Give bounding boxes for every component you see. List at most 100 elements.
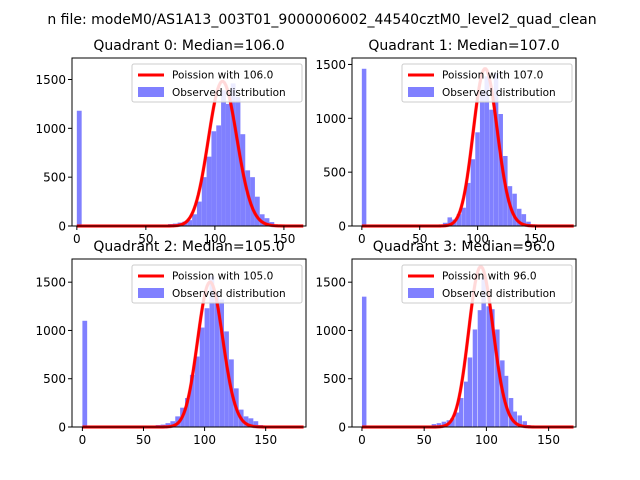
histogram-bar	[361, 296, 367, 427]
histogram-bar	[219, 299, 225, 427]
histogram-bar	[254, 196, 260, 226]
figure-suptitle: n file: modeM0/AS1A13_003T01_9000006002_…	[47, 12, 597, 28]
x-tick-label: 50	[136, 433, 151, 447]
histogram-bar	[466, 182, 471, 226]
y-tick-label: 1000	[35, 324, 66, 338]
axes-frame	[351, 57, 577, 227]
histogram-bar	[201, 177, 207, 226]
histogram-bar	[461, 207, 466, 226]
histogram-bar	[490, 309, 495, 427]
legend-label-poisson: Poission with 106.0	[172, 70, 273, 82]
histogram-bar	[526, 221, 531, 226]
histogram-bar	[196, 201, 202, 226]
histogram-bar	[521, 214, 527, 226]
y-tick-label: 1000	[35, 122, 66, 136]
histogram-bar	[248, 418, 254, 427]
y-tick-label: 1000	[315, 112, 346, 126]
histogram-bar	[185, 398, 190, 427]
histogram-bar	[76, 110, 82, 226]
histogram-bar	[450, 418, 455, 427]
histogram-bar	[240, 134, 246, 226]
histogram-bar	[204, 308, 210, 427]
y-tick-label: 1000	[315, 324, 346, 338]
histogram-bar	[512, 411, 518, 427]
x-tick-label: 50	[417, 433, 432, 447]
y-tick-label: 500	[43, 372, 66, 386]
legend-bar-swatch	[138, 87, 164, 97]
axes-frame	[71, 57, 307, 227]
histogram-bar	[447, 217, 453, 226]
x-tick-label: 100	[475, 433, 498, 447]
histogram-bar	[194, 356, 200, 427]
histogram-bar	[214, 291, 220, 427]
histogram-bar	[436, 423, 442, 427]
histogram-bar	[486, 306, 491, 427]
x-tick-label: 0	[358, 232, 366, 246]
histogram-bar	[522, 421, 527, 427]
histogram-bar	[187, 220, 193, 226]
legend-bar-swatch	[408, 87, 434, 97]
axes-frame	[71, 258, 307, 428]
panel-title: Quadrant 0: Median=106.0	[93, 38, 284, 54]
histogram-bar	[459, 398, 464, 427]
histogram-bar	[467, 357, 473, 427]
histogram-bar	[456, 214, 462, 226]
axes-frame	[351, 258, 577, 428]
histogram-bar	[479, 90, 485, 226]
y-tick-label: 0	[338, 421, 346, 435]
y-tick-label: 0	[58, 220, 66, 234]
histogram-bar	[489, 109, 494, 226]
x-tick-label: 150	[524, 232, 547, 246]
legend-label-poisson: Poission with 107.0	[442, 70, 543, 82]
x-tick-label: 50	[412, 232, 427, 246]
histogram-bar	[250, 177, 255, 226]
histogram-bar	[230, 83, 236, 227]
legend-box	[401, 264, 573, 304]
x-tick-label: 100	[193, 433, 216, 447]
y-tick-label: 1500	[35, 276, 66, 290]
y-tick-label: 500	[43, 171, 66, 185]
panel-title: Quadrant 3: Median=96.0	[373, 239, 555, 255]
x-tick-label: 150	[272, 232, 295, 246]
histogram-bar	[199, 327, 205, 427]
histogram-bar	[470, 159, 476, 226]
y-tick-label: 1500	[315, 276, 346, 290]
legend-box	[131, 264, 303, 304]
histogram-bar	[189, 374, 195, 427]
histogram-bar	[361, 68, 367, 227]
histogram-bar	[484, 76, 490, 226]
y-tick-label: 0	[338, 220, 346, 234]
histogram-bar	[516, 208, 522, 226]
histogram-bar	[211, 131, 217, 226]
histogram-bar	[472, 329, 478, 427]
legend-label-observed: Observed distribution	[172, 87, 286, 99]
histogram-bar	[165, 423, 171, 427]
histogram-bar	[498, 114, 503, 226]
histogram-bar	[495, 329, 500, 427]
legend-label-poisson: Poission with 96.0	[442, 271, 537, 283]
y-tick-label: 0	[58, 421, 66, 435]
y-tick-label: 500	[323, 372, 346, 386]
histogram-bar	[225, 103, 231, 226]
x-tick-label: 150	[254, 433, 277, 447]
legend-bar-swatch	[138, 288, 164, 298]
histogram-bar	[517, 415, 522, 427]
x-tick-label: 150	[537, 433, 560, 447]
histogram-bar	[243, 416, 249, 427]
panel-title: Quadrant 1: Median=107.0	[368, 38, 559, 54]
histogram-bar	[170, 421, 176, 427]
histogram-bar	[235, 97, 241, 226]
histogram-bar	[216, 125, 222, 226]
x-tick-label: 100	[466, 232, 489, 246]
legend-box	[401, 63, 573, 103]
legend-label-observed: Observed distribution	[442, 87, 556, 99]
histogram-bar	[209, 276, 215, 427]
poisson-curve-glow	[76, 79, 304, 228]
histogram-bar	[508, 398, 514, 427]
